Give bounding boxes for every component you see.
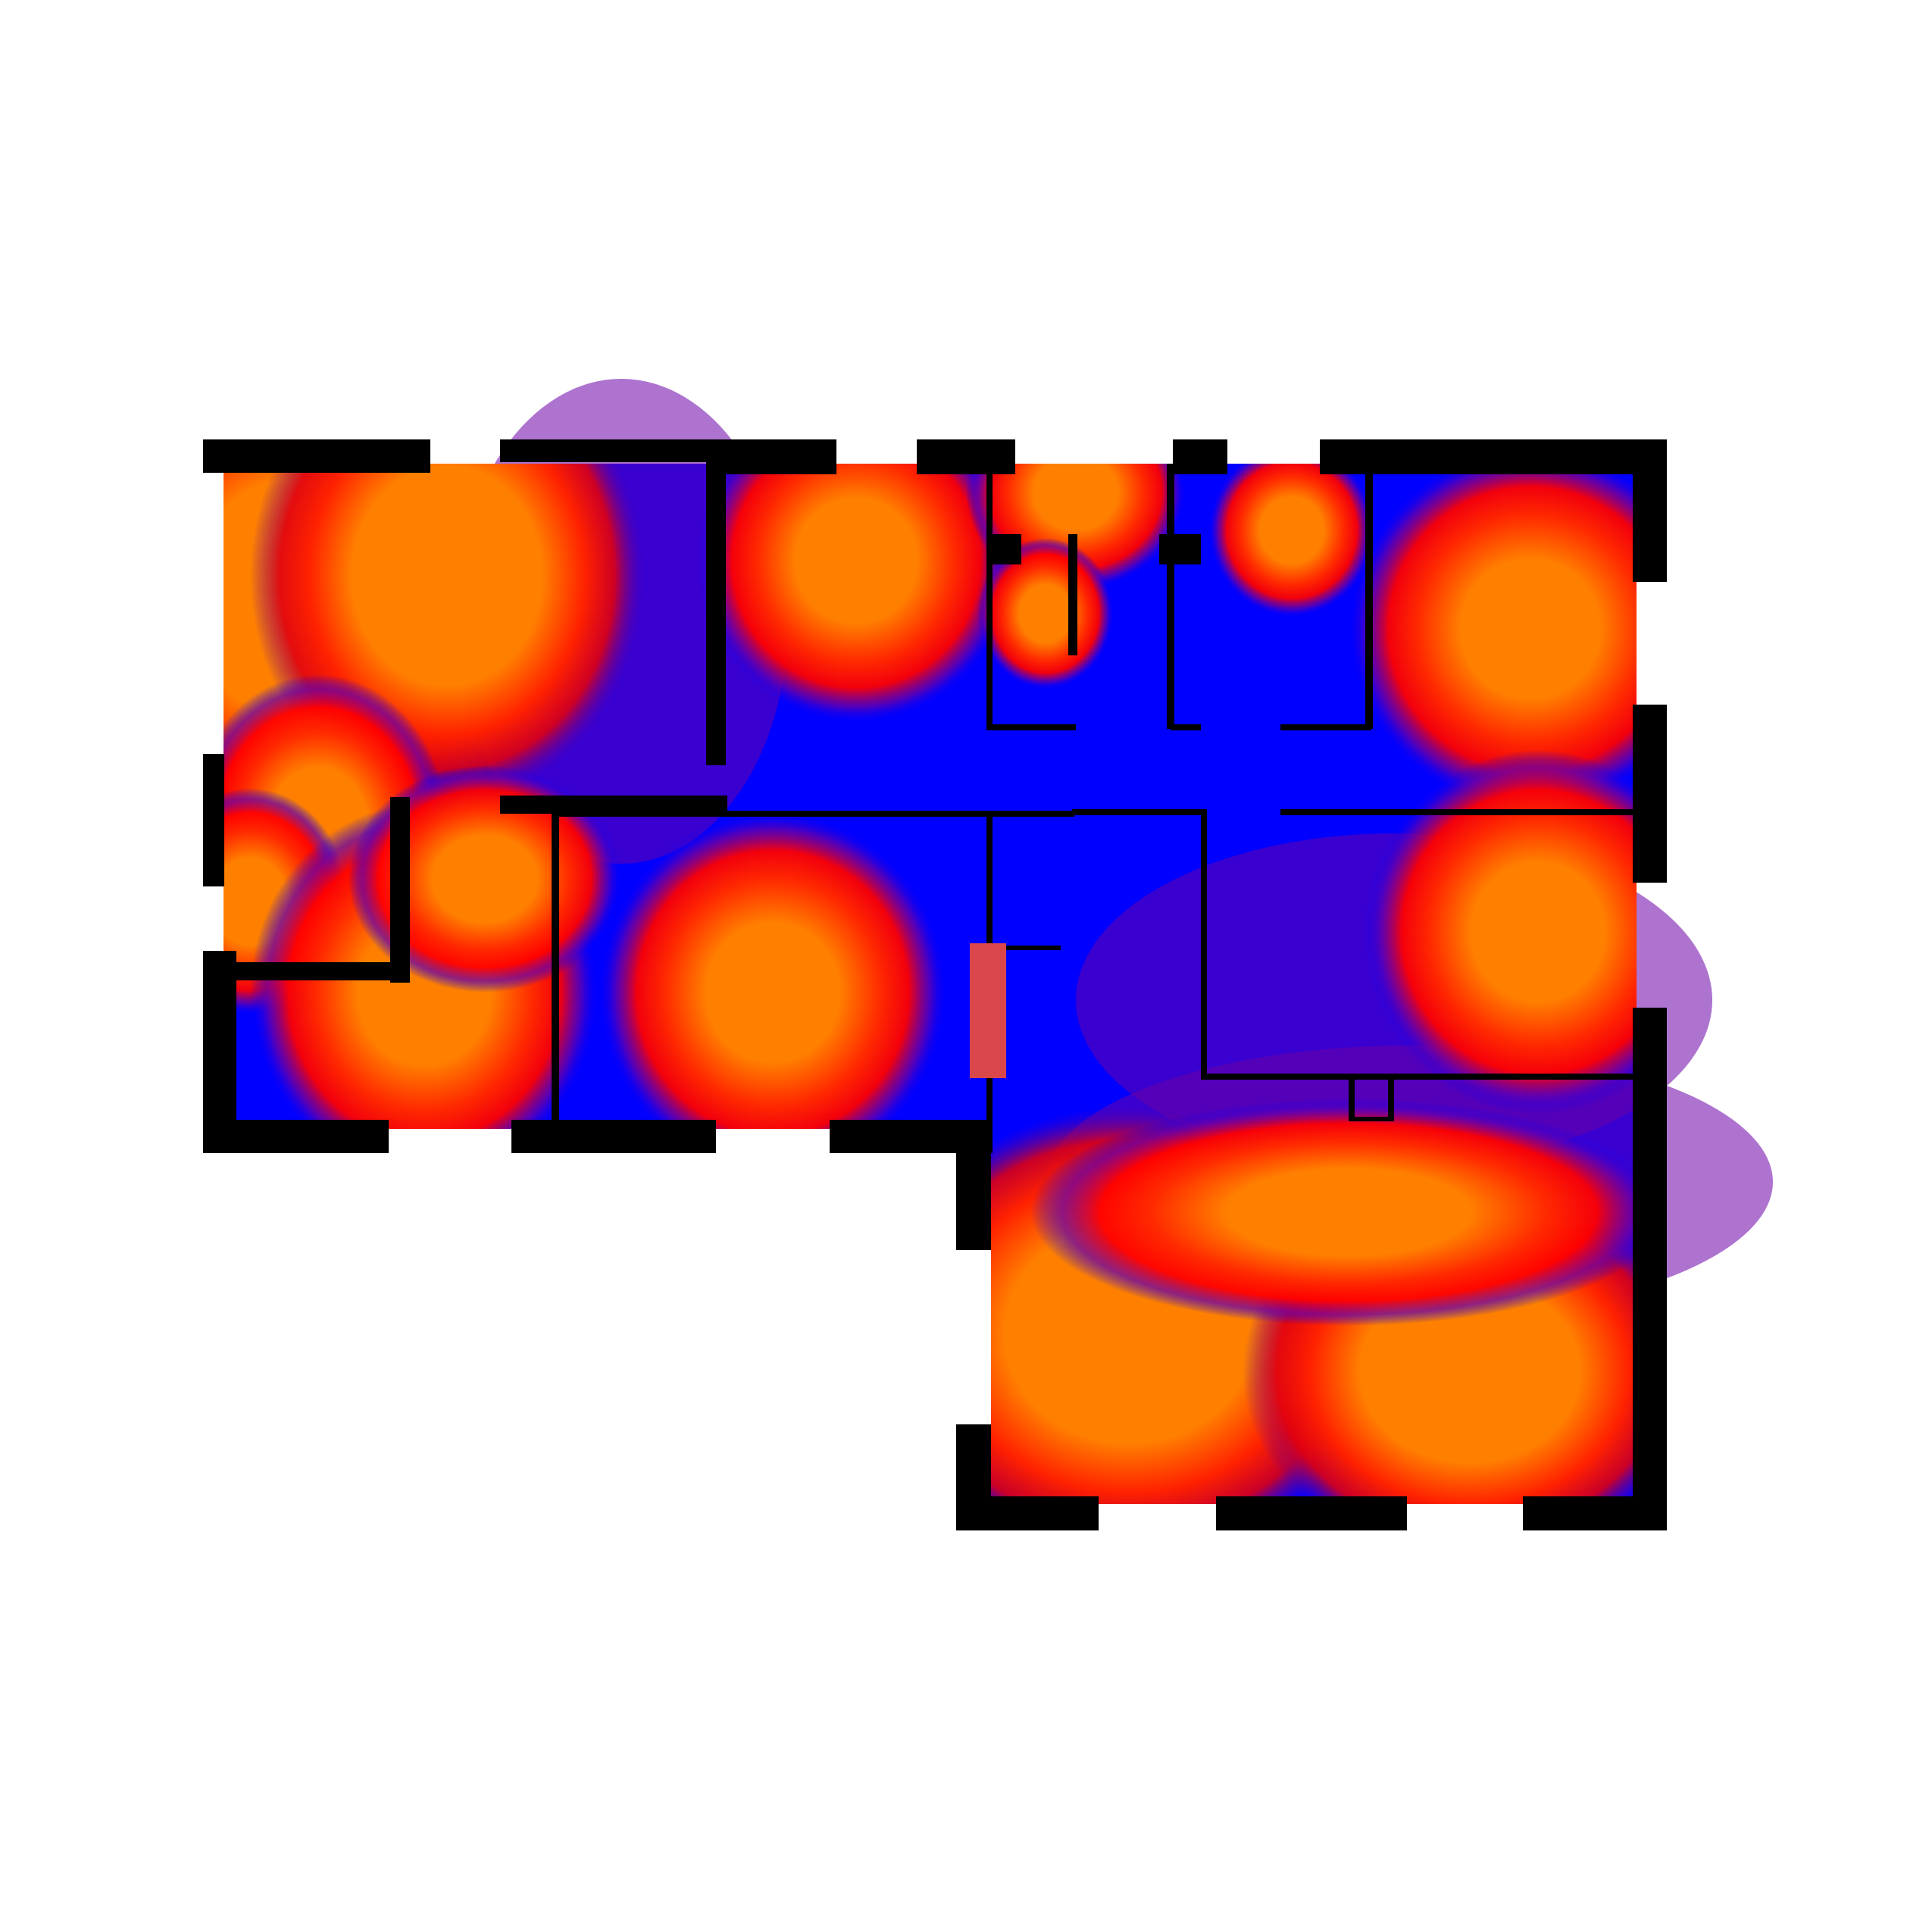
coverage-spot-room-bottom-right-15 <box>1030 1099 1637 1326</box>
access-point-marker <box>970 943 1006 1078</box>
wall-top-7 <box>1320 439 1667 474</box>
wall-right-3 <box>1633 1008 1667 1530</box>
markers <box>970 943 1006 1078</box>
wall-closet-h2 <box>1171 724 1201 730</box>
wall-rm-v <box>1201 809 1207 1078</box>
wall-rm-h0 <box>1072 809 1201 815</box>
coverage-spot-room-top-closet-6 <box>977 538 1114 689</box>
wall-bottom-3 <box>830 1120 993 1153</box>
wall-tl-inner-v <box>390 797 410 983</box>
walls <box>203 439 1667 1530</box>
wall-mid-h <box>559 811 1074 817</box>
wall-top-6 <box>1173 439 1227 474</box>
wall-bottom-2 <box>511 1120 716 1153</box>
wall-marker-h <box>985 946 1061 950</box>
wall-closet-v5 <box>1167 464 1174 729</box>
wall-rm-h1 <box>1280 809 1637 815</box>
wall-left-lower <box>203 951 236 1152</box>
wall-right-2 <box>1633 705 1667 883</box>
wall-top-2 <box>500 439 711 462</box>
wall-closet-v2 <box>991 534 1021 564</box>
wall-top-3 <box>706 439 726 765</box>
wall-br-bottom-1 <box>956 1496 1099 1530</box>
wall-closet-v3 <box>1068 534 1077 655</box>
wall-top-4 <box>724 439 836 474</box>
wall-br-left-1 <box>956 1148 991 1250</box>
coverage-heatmap <box>224 464 1637 1504</box>
wall-closet-h3 <box>1280 724 1371 730</box>
coverage-spot-room-top-center-4 <box>697 464 1015 724</box>
wall-left-div <box>552 812 559 1123</box>
wall-tl-inner-h2 <box>203 962 408 980</box>
wall-right-1 <box>1633 439 1667 582</box>
wall-left-upper <box>203 439 224 473</box>
wall-rm-notch-b <box>1349 1117 1394 1121</box>
wall-rm-h2 <box>1201 1074 1637 1080</box>
wall-closet-v4 <box>1159 534 1201 564</box>
coverage-spot-room-top-right-8 <box>1349 464 1637 811</box>
wall-closet-v6 <box>1365 464 1373 729</box>
wall-closet-v1 <box>986 464 993 729</box>
wall-top-1 <box>203 439 430 473</box>
wall-left-mid <box>203 754 224 886</box>
wall-bottom-1 <box>203 1120 389 1153</box>
wall-top-5 <box>917 439 1015 474</box>
wall-rm-notch-r <box>1388 1080 1394 1121</box>
wall-br-bottom-3 <box>1523 1496 1667 1530</box>
wall-closet-h <box>986 724 1076 730</box>
coverage-spot-room-right-middle-12 <box>1364 750 1637 1114</box>
wall-br-bottom-2 <box>1216 1496 1407 1530</box>
coverage-spot-room-center-lower-11 <box>599 811 947 1174</box>
coverage-spot-room-top-right-small-7 <box>1208 464 1375 617</box>
wall-rm-notch-l <box>1349 1080 1355 1121</box>
